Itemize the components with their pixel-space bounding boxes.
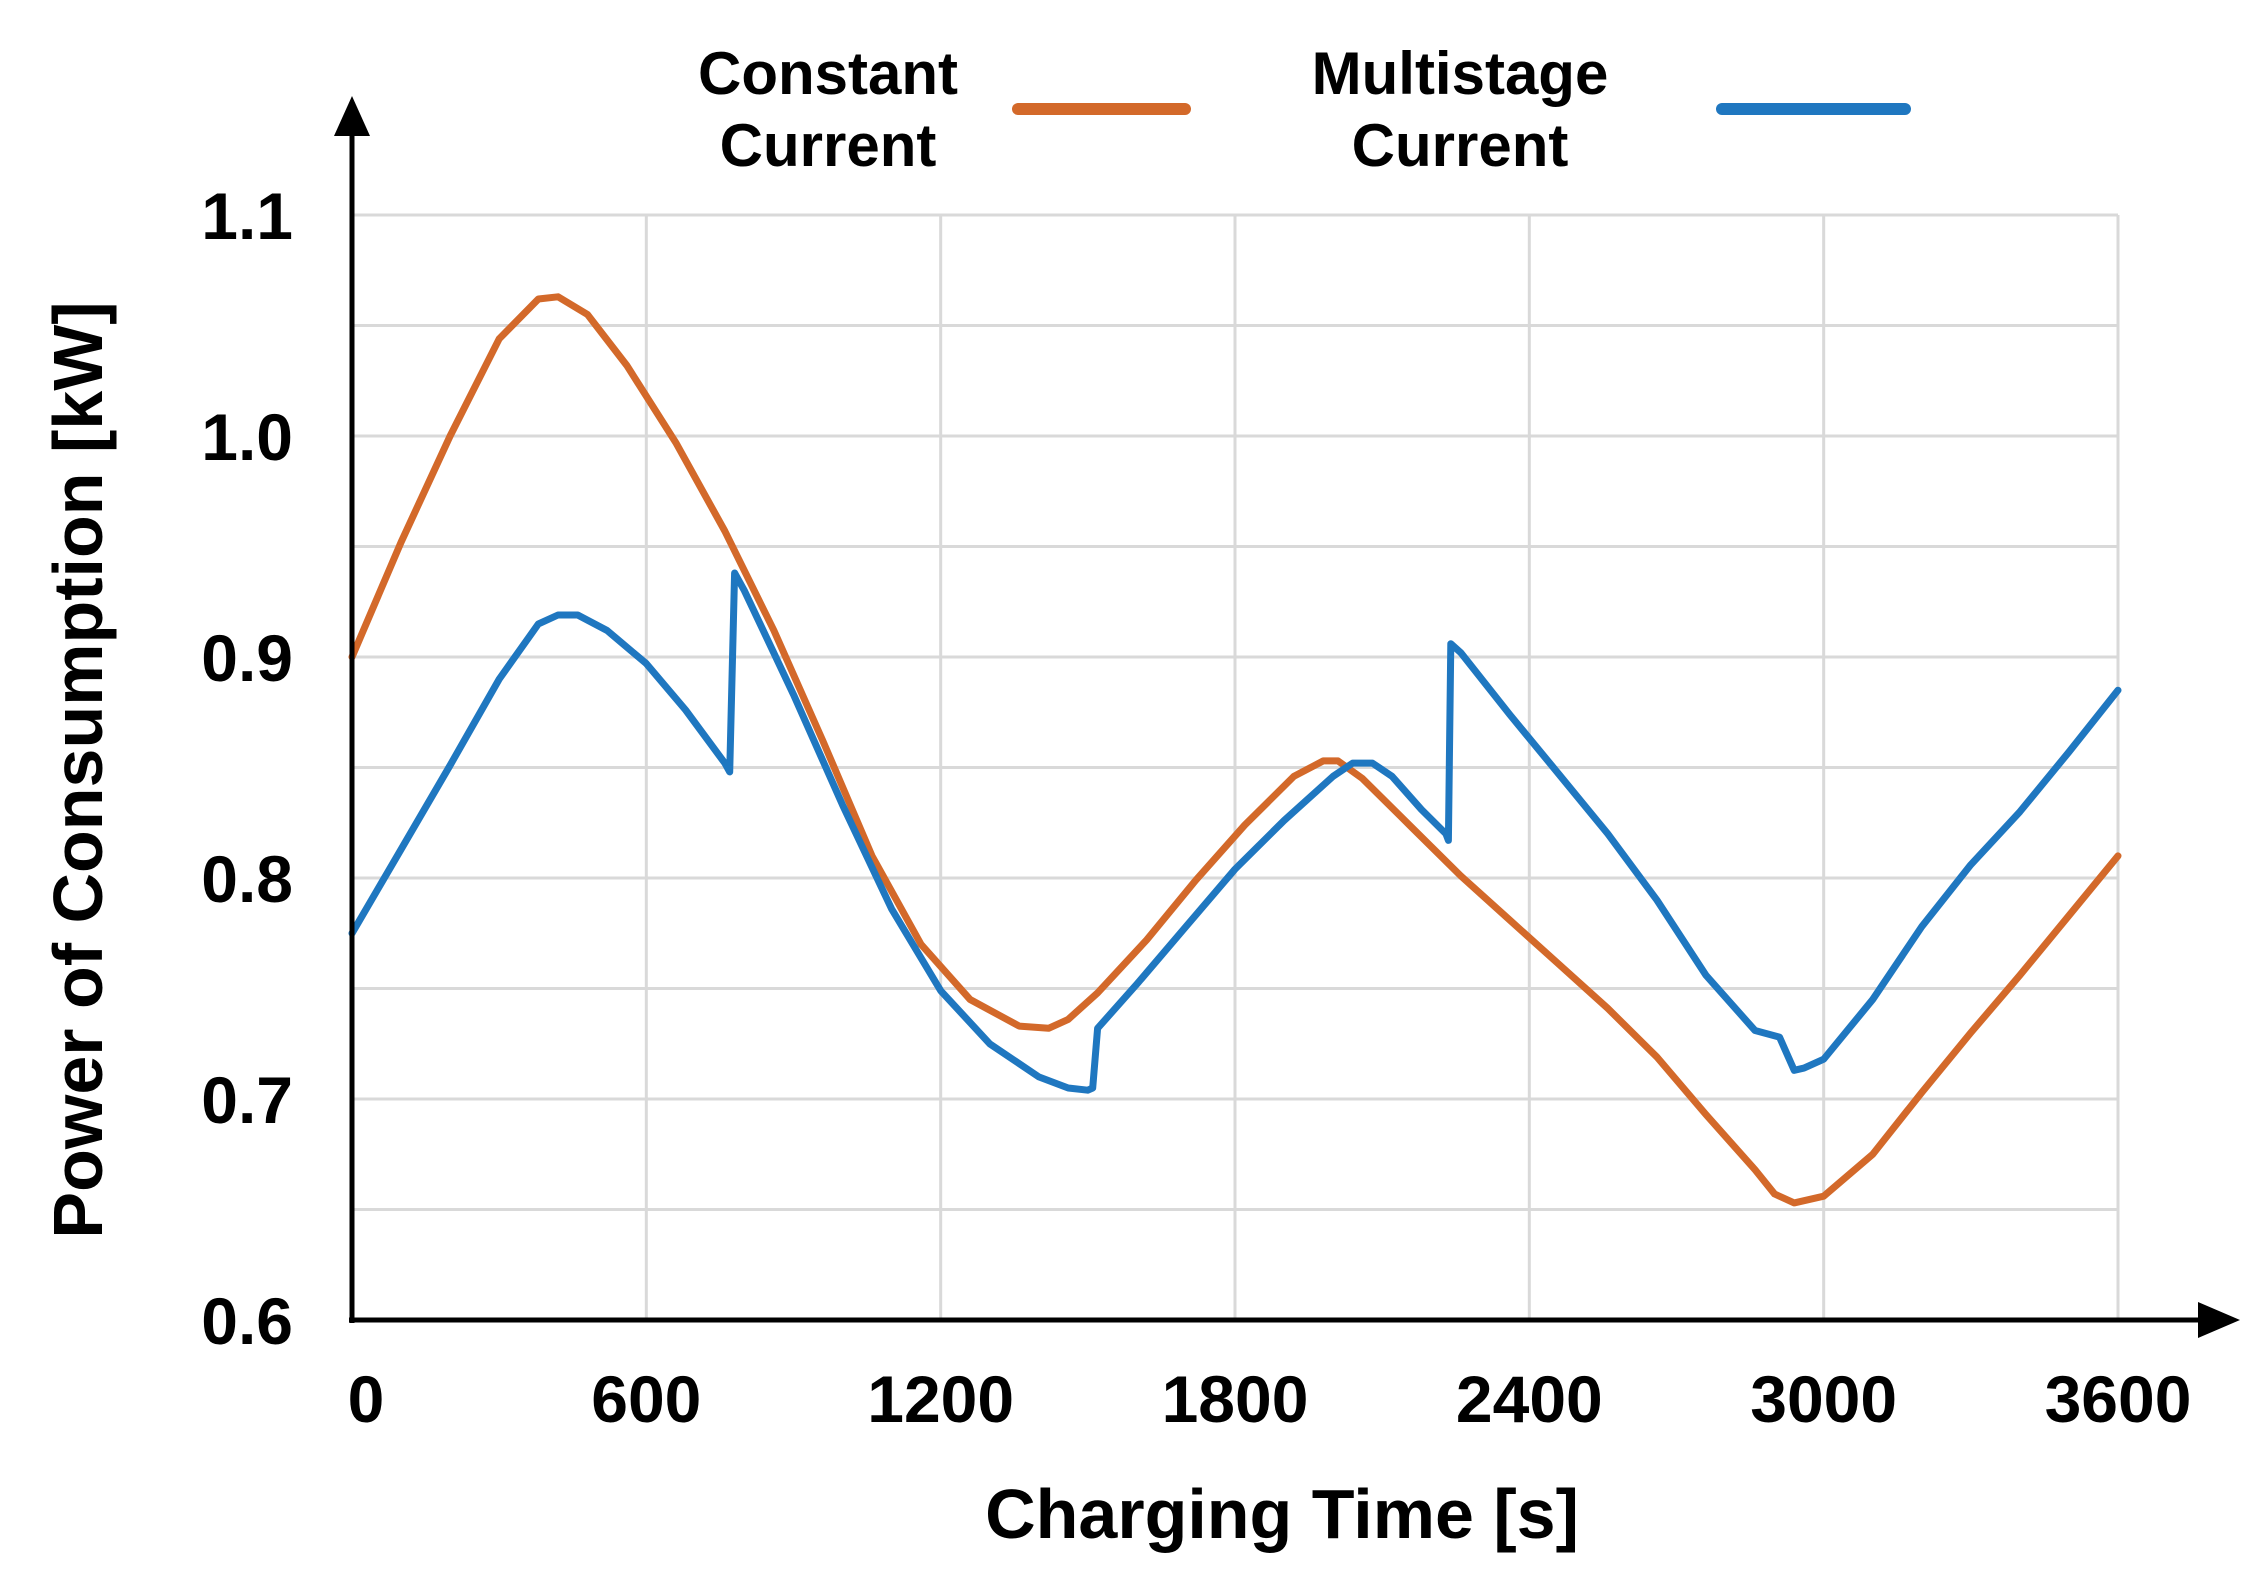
- y-axis-title: Power of Consumption [kW]: [39, 301, 117, 1238]
- series-line-multistage-current: [348, 569, 2122, 1094]
- grid: [352, 213, 2120, 1320]
- series-line-constant-current: [348, 293, 2122, 1207]
- y-axis-arrow-icon: [334, 96, 370, 136]
- y-tick-label: 0.7: [201, 1063, 293, 1137]
- legend-label-constant-current: Constant Current: [698, 40, 958, 179]
- y-tick-label: 0.9: [201, 621, 293, 695]
- x-tick-label: 3000: [1750, 1362, 1897, 1436]
- x-tick-label: 600: [591, 1362, 701, 1436]
- x-tick-label: 1800: [1162, 1362, 1309, 1436]
- x-tick-label: 1200: [867, 1362, 1014, 1436]
- y-tick-label: 1.1: [201, 179, 293, 253]
- y-tick-label: 0.8: [201, 842, 293, 916]
- x-tick-label: 3600: [2045, 1362, 2192, 1436]
- y-tick-label: 1.0: [201, 400, 293, 474]
- legend-label-multistage-current: Multistage Current: [1312, 40, 1609, 179]
- plot-area: [348, 293, 2122, 1207]
- legend: Constant Current Multistage Current: [698, 40, 1911, 179]
- x-tick-label: 0: [348, 1362, 385, 1436]
- y-tick-label: 0.6: [201, 1284, 293, 1358]
- x-axis-arrow-icon: [2198, 1302, 2240, 1338]
- x-axis-title: Charging Time [s]: [985, 1475, 1579, 1553]
- x-tick-label: 2400: [1456, 1362, 1603, 1436]
- axes: [334, 96, 2240, 1338]
- tick-labels: 0 600 1200 1800 2400 3000 3600 0.6 0.7 0.8 0.9 1.0 1…: [201, 179, 2191, 1436]
